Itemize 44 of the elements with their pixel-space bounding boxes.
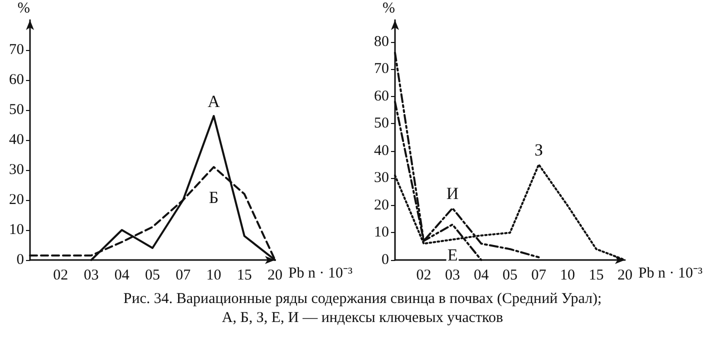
x-tick-label: 07 (176, 268, 192, 284)
x-tick-label: 10 (206, 268, 222, 284)
x-tick-label: 02 (53, 268, 68, 284)
text: А, Б, З, Е, И — индексы ключевых участков (220, 309, 504, 328)
y-tick-label: 30 (374, 170, 389, 186)
x-tick-label: 04 (474, 268, 490, 284)
series-label: Е (447, 246, 458, 265)
y-tick-label: 30 (9, 162, 24, 178)
y-tick-label: 10 (9, 222, 24, 238)
y-tick-label: 50 (374, 116, 389, 132)
x-tick-label: 20 (618, 268, 632, 284)
x-tick-label: 05 (145, 268, 160, 284)
x-axis-title: Pb n · 10⁻³ (638, 266, 703, 282)
y-tick-label: 50 (9, 102, 24, 118)
x-tick-label: 15 (236, 268, 252, 284)
x-tick-label: 05 (502, 268, 518, 284)
y-tick-label: 60 (374, 88, 389, 104)
text: Рис. 34. Вариационные ряды содержания свинца в почвах (Средний Урал); (122, 290, 603, 309)
y-tick-label: 0 (382, 252, 389, 268)
y-axis-title: % (18, 0, 30, 16)
x-tick-label: 07 (531, 268, 547, 284)
y-tick-label: 20 (374, 197, 389, 214)
series-label: И (446, 184, 459, 204)
x-tick-label: 20 (268, 268, 282, 284)
y-tick-label: 20 (9, 192, 24, 208)
y-tick-label: 0 (16, 252, 24, 268)
x-tick-label: 15 (588, 268, 604, 284)
x-tick-label: 04 (114, 268, 130, 284)
series-label: А (208, 92, 221, 111)
x-tick-label: 03 (445, 268, 460, 284)
x-tick-label: 10 (560, 268, 575, 284)
y-tick-label: 40 (374, 142, 389, 159)
y-tick-label: 80 (374, 34, 389, 50)
y-tick-label: 40 (9, 132, 24, 148)
y-axis-title: % (382, 0, 395, 16)
x-tick-label: 02 (416, 268, 432, 284)
x-tick-label: 03 (84, 268, 99, 284)
series-label: Б (208, 188, 219, 207)
x-axis-title: Pb n · 10⁻³ (288, 266, 353, 282)
y-tick-label: 70 (374, 61, 389, 78)
y-tick-label: 70 (9, 42, 24, 58)
series-label: З (534, 140, 544, 160)
y-tick-label: 60 (9, 72, 24, 88)
y-tick-label: 10 (374, 224, 389, 241)
